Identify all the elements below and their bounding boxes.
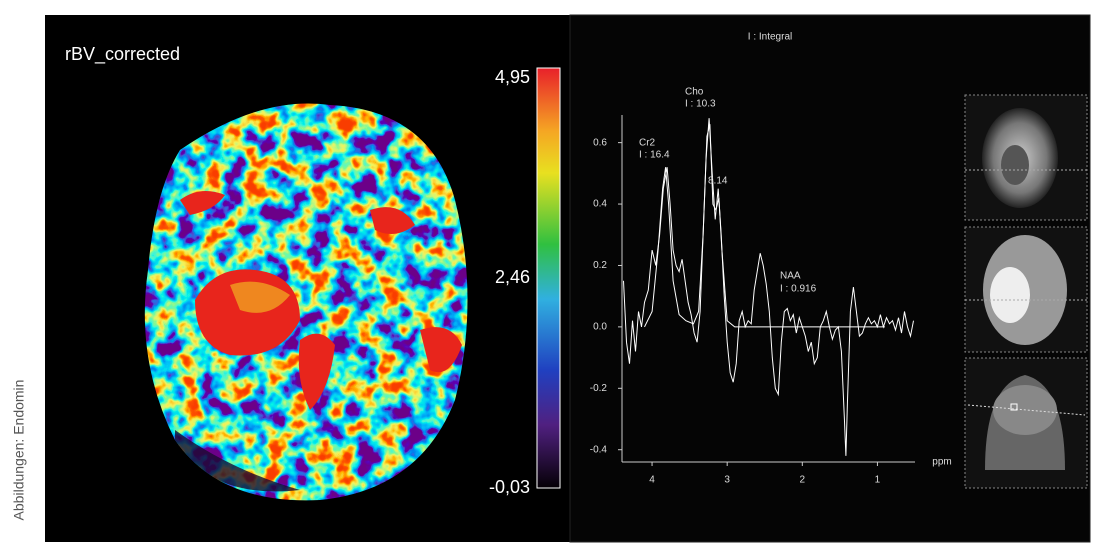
thumbnails bbox=[964, 94, 1088, 489]
annotation: NAA bbox=[780, 271, 801, 282]
map-title: rBV_corrected bbox=[65, 44, 180, 65]
y-tick-label: 0.4 bbox=[593, 199, 607, 210]
annotation: 8.14 bbox=[708, 176, 728, 187]
annotation: I : 10.3 bbox=[685, 99, 716, 110]
annotation: I : 16.4 bbox=[639, 150, 670, 161]
y-tick-label: -0.2 bbox=[590, 383, 608, 394]
y-tick-label: 0.6 bbox=[593, 137, 607, 148]
credit: Abbildungen: Endomin bbox=[11, 380, 27, 521]
annotation: Cho bbox=[685, 87, 704, 98]
x-tick-label: 2 bbox=[800, 475, 806, 486]
x-axis-label: ppm bbox=[932, 457, 951, 468]
spectrum-line bbox=[644, 124, 885, 328]
x-tick-label: 4 bbox=[649, 475, 655, 486]
spectrum-line bbox=[623, 118, 914, 456]
x-tick-label: 1 bbox=[875, 475, 881, 486]
x-tick-label: 3 bbox=[724, 475, 730, 486]
annotation: Cr2 bbox=[639, 138, 656, 149]
colorbar-tick-label: -0,03 bbox=[489, 477, 530, 497]
perfusion-map bbox=[144, 103, 468, 501]
colorbar-tick-label: 4,95 bbox=[495, 67, 530, 87]
y-tick-label: 0.0 bbox=[593, 322, 607, 333]
colorbar-tick-label: 2,46 bbox=[495, 267, 530, 287]
y-tick-label: 0.2 bbox=[593, 260, 607, 271]
y-tick-label: -0.4 bbox=[590, 444, 608, 455]
chart-title: I : Integral bbox=[748, 32, 792, 43]
colorbar bbox=[536, 67, 561, 489]
annotation: I : 0.916 bbox=[780, 284, 817, 295]
